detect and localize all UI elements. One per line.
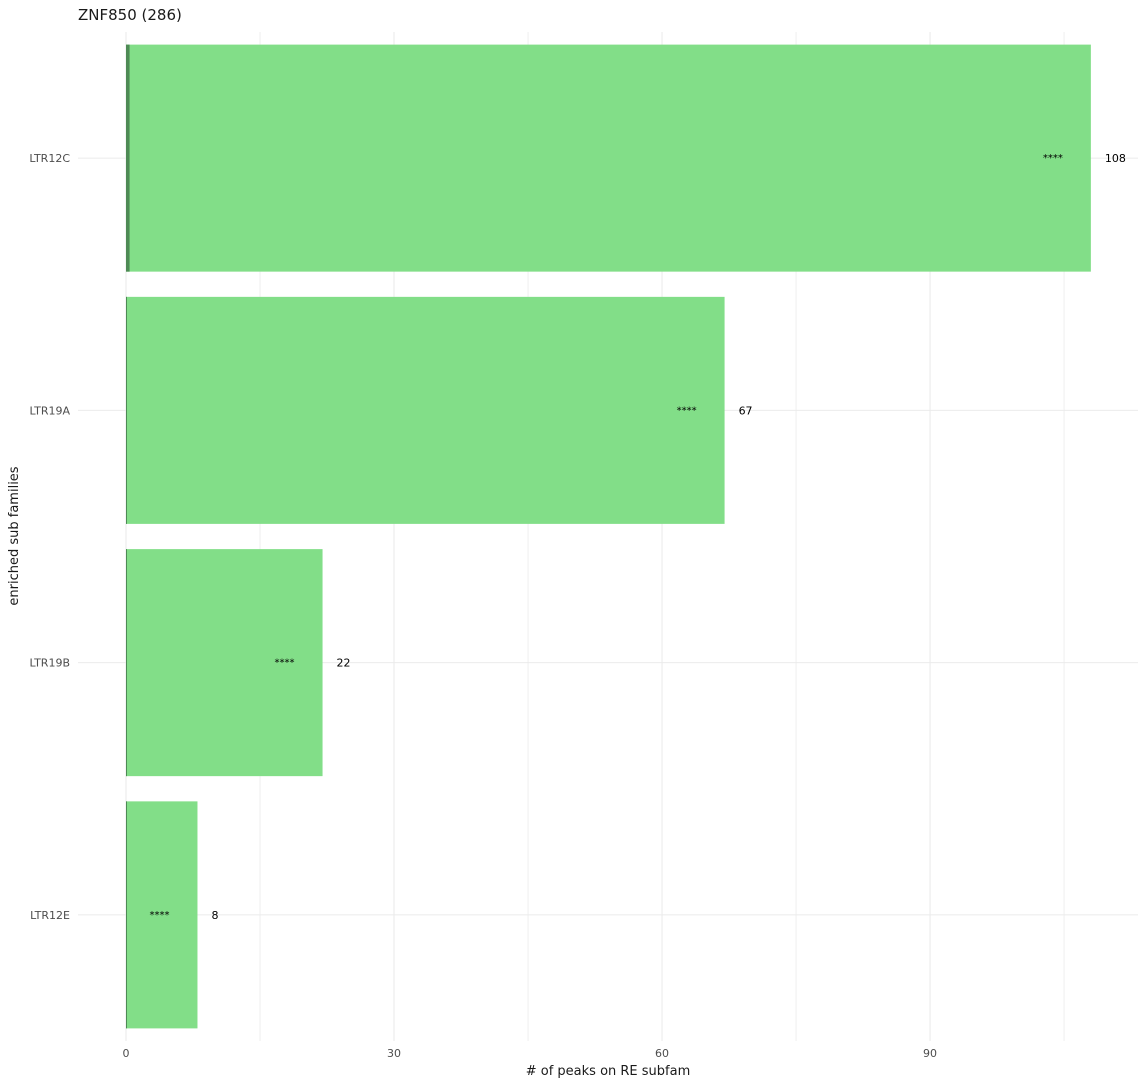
background-bar-ltr12c <box>126 44 130 272</box>
significance-label: **** <box>149 910 169 921</box>
significance-label: **** <box>1043 153 1063 164</box>
y-tick-label: LTR12E <box>30 909 70 922</box>
bar-ltr12c <box>126 44 1091 272</box>
background-bar-ltr19a <box>126 296 127 524</box>
x-tick-label: 60 <box>655 1047 669 1060</box>
x-tick-label: 30 <box>387 1047 401 1060</box>
value-label: 67 <box>739 404 753 417</box>
bar-ltr19b <box>126 549 323 777</box>
y-tick-label: LTR19B <box>29 657 70 670</box>
bar-ltr19a <box>126 296 725 524</box>
y-tick-label: LTR12C <box>29 152 70 165</box>
x-axis-title: # of peaks on RE subfam <box>526 1064 691 1079</box>
value-label: 108 <box>1105 152 1126 165</box>
significance-label: **** <box>275 658 295 669</box>
y-tick-label: LTR19A <box>30 404 71 417</box>
x-tick-label: 0 <box>123 1047 130 1060</box>
value-label: 22 <box>337 657 351 670</box>
bar-labels: **** 108 **** 67 **** 22 **** 8 <box>149 152 1125 922</box>
chart-title: ZNF850 (286) <box>78 6 182 24</box>
significance-label: **** <box>677 405 697 416</box>
value-label: 8 <box>211 909 218 922</box>
x-tick-label: 90 <box>923 1047 937 1060</box>
background-bar-ltr12e <box>126 801 127 1029</box>
bar-ltr12e <box>126 801 198 1029</box>
y-axis-title: enriched sub families <box>7 466 22 605</box>
background-bar-ltr19b <box>126 549 127 777</box>
y-axis-ticks: LTR12C LTR19A LTR19B LTR12E <box>29 152 70 922</box>
x-axis-ticks: 0 30 60 90 <box>123 1047 938 1060</box>
bars <box>126 44 1091 1029</box>
